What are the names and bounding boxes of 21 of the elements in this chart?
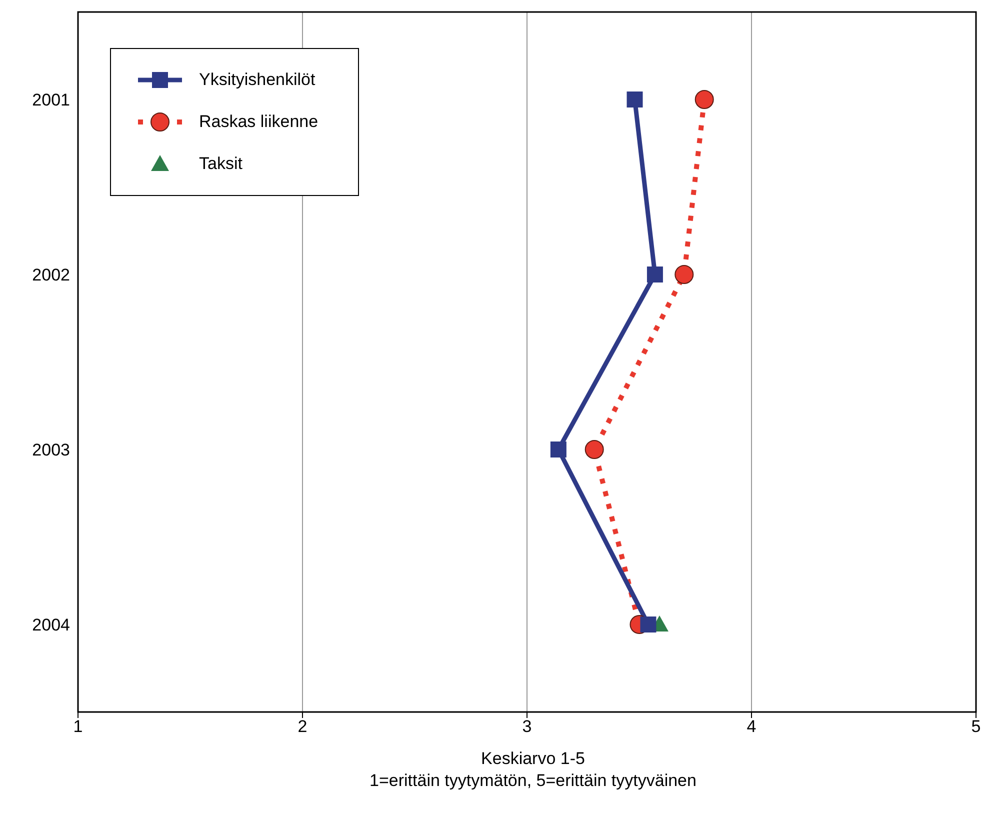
y-tick-label: 2001 <box>32 90 70 110</box>
x-tick-label: 3 <box>522 717 532 736</box>
x-tick-label: 1 <box>73 717 83 736</box>
y-tick-label: 2004 <box>32 616 70 635</box>
y-tick-label: 2003 <box>32 440 70 460</box>
point <box>640 616 656 632</box>
legend-label: Taksit <box>199 154 242 174</box>
point <box>694 90 714 109</box>
x-axis-title: Keskiarvo 1-5 <box>480 748 586 770</box>
legend-label: Yksityishenkilöt <box>199 70 316 90</box>
y-tick-label: 2002 <box>32 266 70 285</box>
text: 1=erittäin tyytymätön, 5=erittäin tyytyväinen <box>368 770 698 792</box>
legend-label: Raskas liikenne <box>199 112 318 132</box>
x-tick-label: 2 <box>298 717 308 736</box>
point <box>646 266 663 282</box>
x-tick-label: 5 <box>971 717 981 736</box>
x-tick-label: 4 <box>746 717 756 736</box>
point <box>584 440 604 459</box>
point <box>674 265 694 284</box>
point <box>626 92 643 108</box>
point <box>550 442 566 458</box>
